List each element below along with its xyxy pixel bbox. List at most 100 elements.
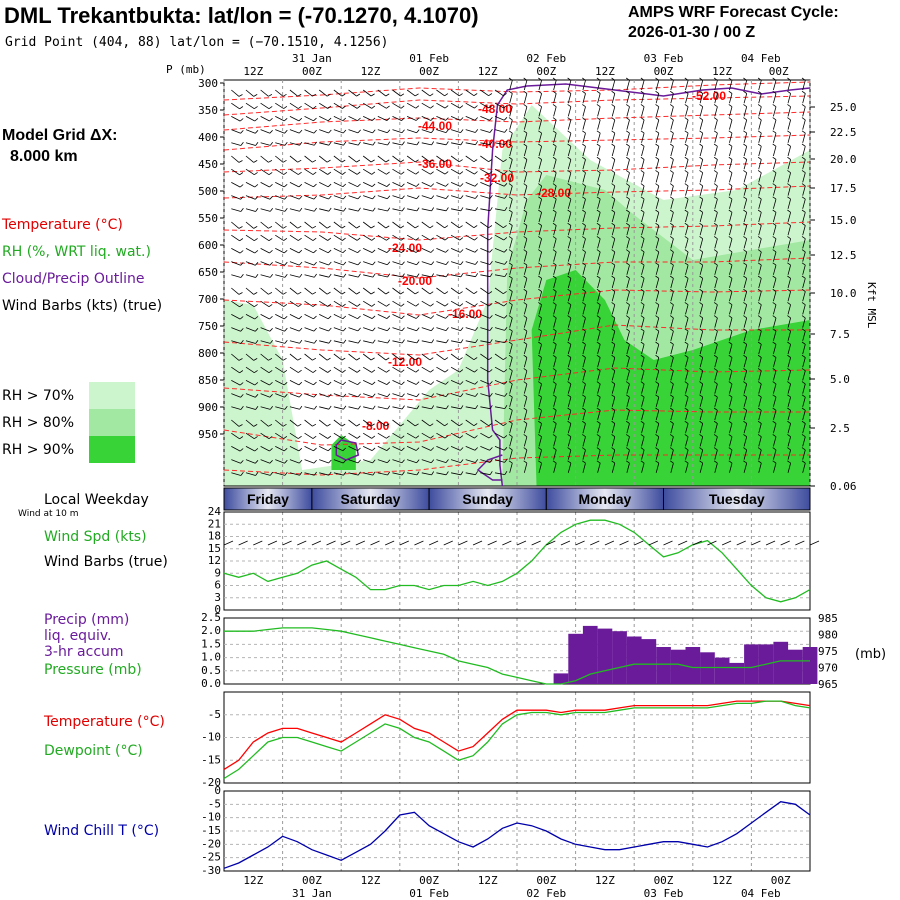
wind-barb <box>289 353 298 361</box>
wind-barb-flag <box>552 170 557 174</box>
surface-wind-barb <box>736 540 746 546</box>
wind-barb-flag <box>596 434 601 438</box>
wind-barb <box>289 300 299 307</box>
surface-wind-barb <box>311 540 322 546</box>
wind-barb <box>465 129 476 133</box>
wind-barb-flag <box>582 236 586 240</box>
wind-barb-flag <box>611 90 616 94</box>
wind-barb <box>523 185 528 196</box>
wind-barb <box>597 106 601 117</box>
wind-barb <box>655 225 660 236</box>
wind-barb <box>436 327 447 331</box>
precip-bar <box>773 641 789 684</box>
wind-barb <box>377 393 388 398</box>
wind-barb <box>772 238 777 249</box>
wind-barb <box>685 146 689 157</box>
wind-barb-flag <box>640 183 645 187</box>
wind-barb <box>363 380 373 385</box>
wind-barb <box>538 172 542 183</box>
wind-barb-flag <box>326 93 331 97</box>
wind-barb-flag <box>254 316 259 320</box>
wind-barb-flag <box>445 459 449 463</box>
wind-barb-flag <box>772 156 777 160</box>
wind-barb <box>597 172 601 183</box>
bottom-time-tick: 00Z <box>536 874 556 887</box>
wind-barb <box>465 446 476 451</box>
wind-barb <box>377 248 388 253</box>
wind-barb-flag <box>343 405 347 410</box>
wind-barb-flag <box>713 420 718 424</box>
wind-barb <box>275 261 285 266</box>
wind-barb <box>611 106 616 117</box>
wind-barb <box>231 116 241 122</box>
precip-tick: 2.5 <box>201 611 221 624</box>
wind-barb <box>611 344 616 355</box>
wind-barb <box>275 234 284 241</box>
wind-barb <box>758 383 762 394</box>
wind-barb-flag <box>416 471 420 476</box>
wind-barb-flag <box>655 90 660 94</box>
wind-barb-flag <box>386 261 391 266</box>
wind-barb <box>450 168 460 175</box>
wind-barb <box>611 132 616 143</box>
wind-barb-flag <box>356 303 361 307</box>
wind-barb <box>743 212 748 223</box>
wind-barb <box>787 449 791 460</box>
wind-barb-flag <box>625 275 630 279</box>
wind-barb <box>685 80 689 91</box>
wind-barb <box>260 327 271 332</box>
wind-barb <box>553 93 557 104</box>
wind-barb <box>245 208 256 212</box>
wind-barb <box>597 383 601 394</box>
wind-barb <box>450 274 461 278</box>
wind-barb <box>611 278 616 289</box>
wind-barb <box>787 132 791 143</box>
wind-barb <box>787 330 791 341</box>
wind-barb <box>377 366 387 373</box>
wind-barb-flag <box>743 104 747 108</box>
wind-barb-flag <box>801 262 806 266</box>
chill-tick: -5 <box>208 797 221 810</box>
wind-barb <box>523 317 528 328</box>
wind-barb <box>758 146 762 157</box>
wind-barb <box>231 314 241 320</box>
wind-barb <box>567 225 572 236</box>
wind-barb-flag <box>269 339 274 344</box>
wind-barb-flag <box>582 183 586 187</box>
wind-barb-flag <box>655 262 660 266</box>
wind-barb-flag <box>582 420 586 424</box>
wind-barb <box>436 168 446 175</box>
wind-barb <box>699 383 704 394</box>
wind-barb <box>362 89 372 97</box>
wind-barb-flag <box>488 369 493 373</box>
wind-barb-flag <box>445 339 449 344</box>
wind-barb-flag <box>801 236 806 240</box>
wind-barb <box>319 393 329 398</box>
wind-barb <box>597 370 601 381</box>
wind-barb <box>685 132 689 143</box>
wind-barb <box>685 225 689 236</box>
wind-barb <box>582 278 586 289</box>
wind-barb-flag <box>474 129 479 133</box>
wind-barb-flag <box>445 315 449 319</box>
kft-tick: 5.0 <box>830 373 850 386</box>
wind-barb <box>509 251 513 262</box>
kft-tick: 15.0 <box>830 214 857 227</box>
wind-barb <box>245 314 255 320</box>
wind-barb <box>772 212 777 223</box>
wind-barb-flag <box>757 130 762 134</box>
wind-barb-flag <box>582 156 586 160</box>
wind-barb-flag <box>669 183 674 187</box>
wind-barb-flag <box>341 93 346 97</box>
wind-barb-flag <box>489 207 493 211</box>
wind-barb-flag <box>283 249 288 254</box>
wind-barb <box>421 446 432 451</box>
wind-barb <box>333 366 343 373</box>
wind-barb <box>758 357 762 368</box>
wind-barb-flag <box>508 368 513 372</box>
wind-barb <box>582 93 586 104</box>
wind-barb-flag <box>474 171 478 175</box>
wind-barb <box>685 383 689 394</box>
wind-barb-flag <box>430 261 435 265</box>
wind-barb-flag <box>357 339 361 344</box>
